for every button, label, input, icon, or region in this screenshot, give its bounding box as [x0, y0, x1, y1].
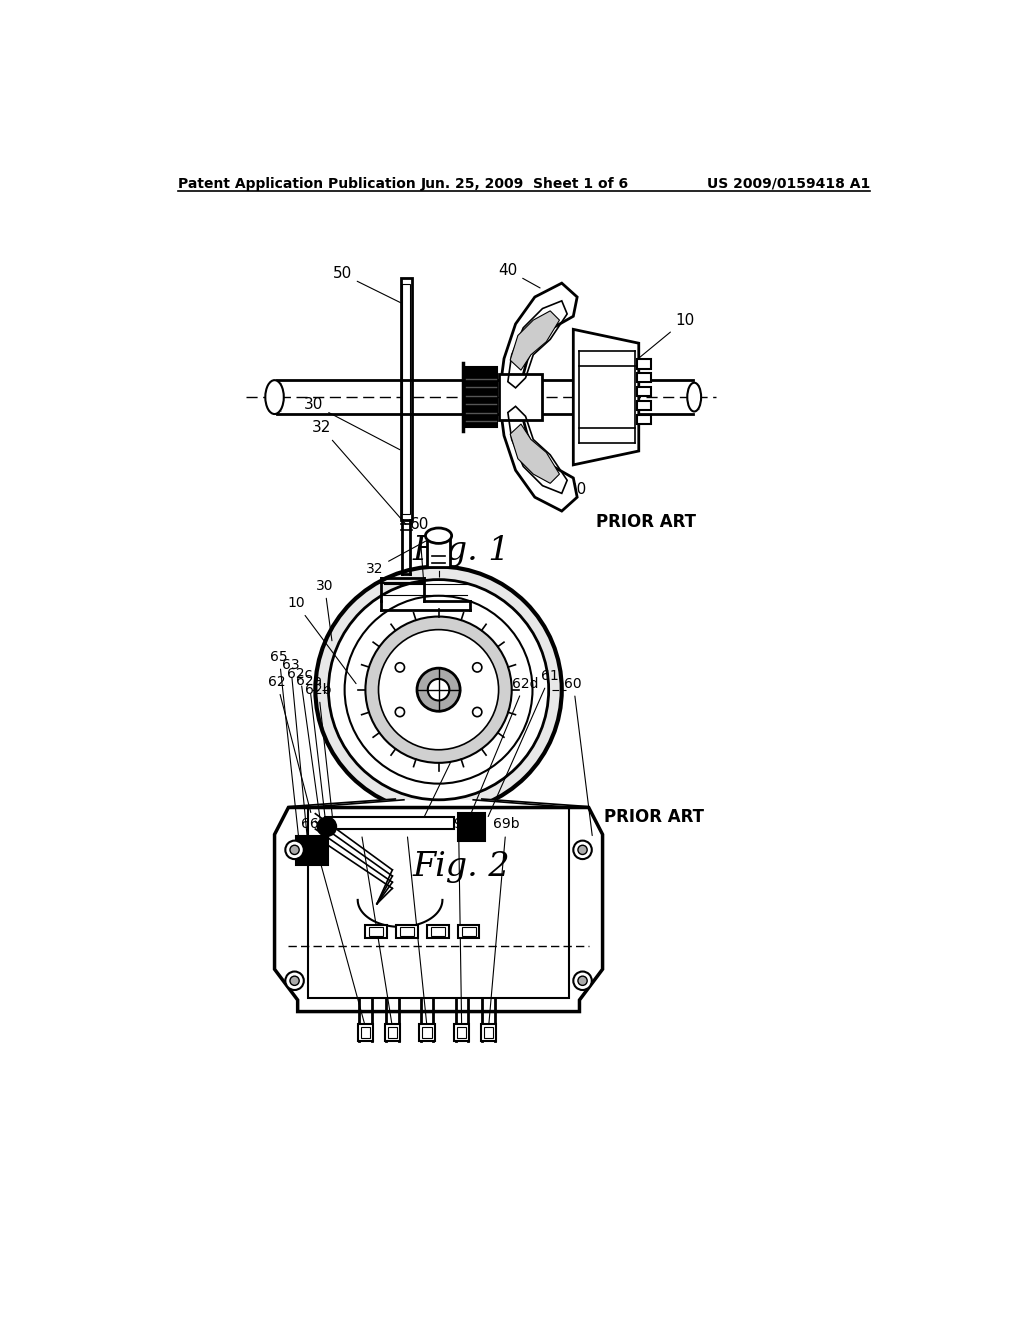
Circle shape — [473, 663, 482, 672]
Text: 64: 64 — [351, 817, 392, 1024]
Bar — [400, 927, 414, 936]
Text: 63: 63 — [282, 659, 307, 840]
Text: 62c: 62c — [288, 667, 323, 838]
Polygon shape — [510, 312, 559, 370]
Text: 65: 65 — [270, 649, 300, 847]
Text: 61: 61 — [488, 669, 559, 817]
Bar — [400, 277, 412, 520]
Circle shape — [578, 845, 587, 854]
Bar — [296, 836, 329, 866]
Bar — [637, 414, 651, 424]
Bar — [454, 1024, 469, 1040]
Bar — [637, 359, 651, 368]
Bar — [500, 374, 542, 420]
Bar — [431, 927, 444, 936]
Text: 60: 60 — [410, 516, 429, 603]
Circle shape — [417, 668, 460, 711]
Polygon shape — [510, 424, 559, 483]
Bar — [419, 1024, 435, 1040]
Bar — [357, 1024, 373, 1040]
Circle shape — [473, 708, 482, 717]
Circle shape — [329, 579, 549, 800]
Text: 40: 40 — [499, 263, 540, 288]
Text: 69b: 69b — [488, 817, 519, 1024]
Text: Fig. 1: Fig. 1 — [413, 535, 511, 568]
Ellipse shape — [687, 383, 701, 412]
Text: Jun. 25, 2009  Sheet 1 of 6: Jun. 25, 2009 Sheet 1 of 6 — [421, 177, 629, 191]
Bar — [427, 924, 449, 939]
Text: Patent Application Publication: Patent Application Publication — [178, 177, 416, 191]
Ellipse shape — [265, 380, 284, 414]
Text: 69a: 69a — [445, 817, 472, 1024]
Bar — [396, 924, 418, 939]
Text: 67: 67 — [424, 677, 498, 817]
Bar — [325, 817, 454, 829]
Bar — [457, 1027, 466, 1038]
Bar — [427, 536, 451, 566]
Text: 32: 32 — [366, 536, 436, 576]
Polygon shape — [274, 808, 602, 1011]
Circle shape — [379, 630, 499, 750]
Circle shape — [290, 845, 299, 854]
Circle shape — [286, 841, 304, 859]
Bar — [370, 927, 383, 936]
Text: US 2009/0159418 A1: US 2009/0159418 A1 — [707, 177, 869, 191]
Text: 62d: 62d — [467, 677, 538, 824]
Bar — [388, 1027, 397, 1038]
Polygon shape — [289, 800, 589, 808]
Circle shape — [345, 595, 532, 784]
Bar — [637, 387, 651, 396]
Text: 60: 60 — [564, 677, 592, 836]
Polygon shape — [500, 401, 578, 511]
Text: 66: 66 — [301, 817, 365, 1024]
Text: PRIOR ART: PRIOR ART — [596, 513, 696, 531]
Text: 10: 10 — [622, 313, 694, 372]
Text: Fig. 2: Fig. 2 — [413, 851, 511, 883]
Bar — [637, 374, 651, 383]
Circle shape — [286, 972, 304, 990]
Bar — [385, 1024, 400, 1040]
Bar — [458, 813, 484, 841]
Circle shape — [395, 663, 404, 672]
Circle shape — [317, 817, 336, 836]
Bar — [307, 808, 569, 998]
Bar — [484, 1027, 494, 1038]
Text: 62b: 62b — [305, 682, 333, 820]
Text: 10: 10 — [288, 597, 356, 684]
Text: 50: 50 — [333, 267, 402, 304]
Bar — [637, 401, 651, 411]
Bar — [481, 1024, 497, 1040]
Circle shape — [395, 708, 404, 717]
Polygon shape — [500, 284, 578, 393]
Bar — [402, 284, 410, 515]
Text: 30: 30 — [315, 578, 334, 640]
Text: 32: 32 — [312, 420, 406, 524]
Circle shape — [315, 566, 562, 813]
Text: 30: 30 — [304, 397, 400, 450]
Bar — [360, 1027, 370, 1038]
Bar — [422, 1027, 432, 1038]
Circle shape — [428, 678, 450, 701]
Text: 68: 68 — [397, 817, 427, 1024]
Ellipse shape — [425, 528, 452, 544]
Bar — [462, 927, 475, 936]
Bar — [458, 924, 479, 939]
Text: 62a: 62a — [296, 675, 327, 830]
Bar — [366, 924, 387, 939]
Text: 20: 20 — [562, 482, 587, 498]
Bar — [465, 367, 497, 428]
Text: PRIOR ART: PRIOR ART — [604, 808, 705, 826]
Circle shape — [573, 972, 592, 990]
Circle shape — [573, 841, 592, 859]
Circle shape — [366, 616, 512, 763]
Text: 62: 62 — [268, 675, 311, 813]
Circle shape — [578, 977, 587, 985]
Polygon shape — [573, 330, 639, 465]
Circle shape — [290, 977, 299, 985]
